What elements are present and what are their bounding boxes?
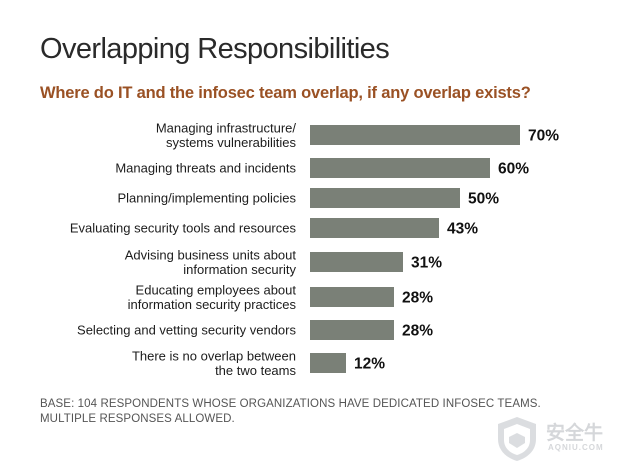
chart-title: Overlapping Responsibilities [40,33,390,65]
watermark-text: 安全牛 [546,422,604,444]
category-label: Managing threats and incidents [115,161,296,176]
bar [310,287,394,307]
bar [310,353,346,373]
bar [310,320,394,340]
value-label: 50% [468,191,499,208]
watermark-logo: 安全牛 AQNIU.COM [492,415,612,463]
category-label: the two teams [215,363,296,378]
category-label: information security practices [128,297,297,312]
category-label: Managing infrastructure/ [156,120,297,135]
shield-icon [498,417,536,461]
chart-subtitle: Where do IT and the infosec team overlap… [40,84,531,102]
value-label: 28% [402,323,433,340]
value-label: 31% [411,255,442,272]
bar [310,218,439,238]
value-label: 60% [498,161,529,178]
category-label: Selecting and vetting security vendors [77,323,296,338]
category-label: Planning/implementing policies [118,191,297,206]
category-label: There is no overlap between [132,348,296,363]
bar [310,252,403,272]
watermark-site: AQNIU.COM [548,443,604,452]
value-label: 43% [447,221,478,238]
bar [310,188,460,208]
value-label: 12% [354,356,385,373]
value-label: 28% [402,290,433,307]
bar [310,158,490,178]
category-label: Advising business units about [125,247,297,262]
category-label: information security [183,262,296,277]
category-label: Educating employees about [136,282,297,297]
value-label: 70% [528,128,559,145]
category-label: Evaluating security tools and resources [70,221,297,236]
footnote-base: BASE: 104 RESPONDENTS WHOSE ORGANIZATION… [40,398,541,425]
bar [310,125,520,145]
category-label: systems vulnerabilities [166,135,297,150]
